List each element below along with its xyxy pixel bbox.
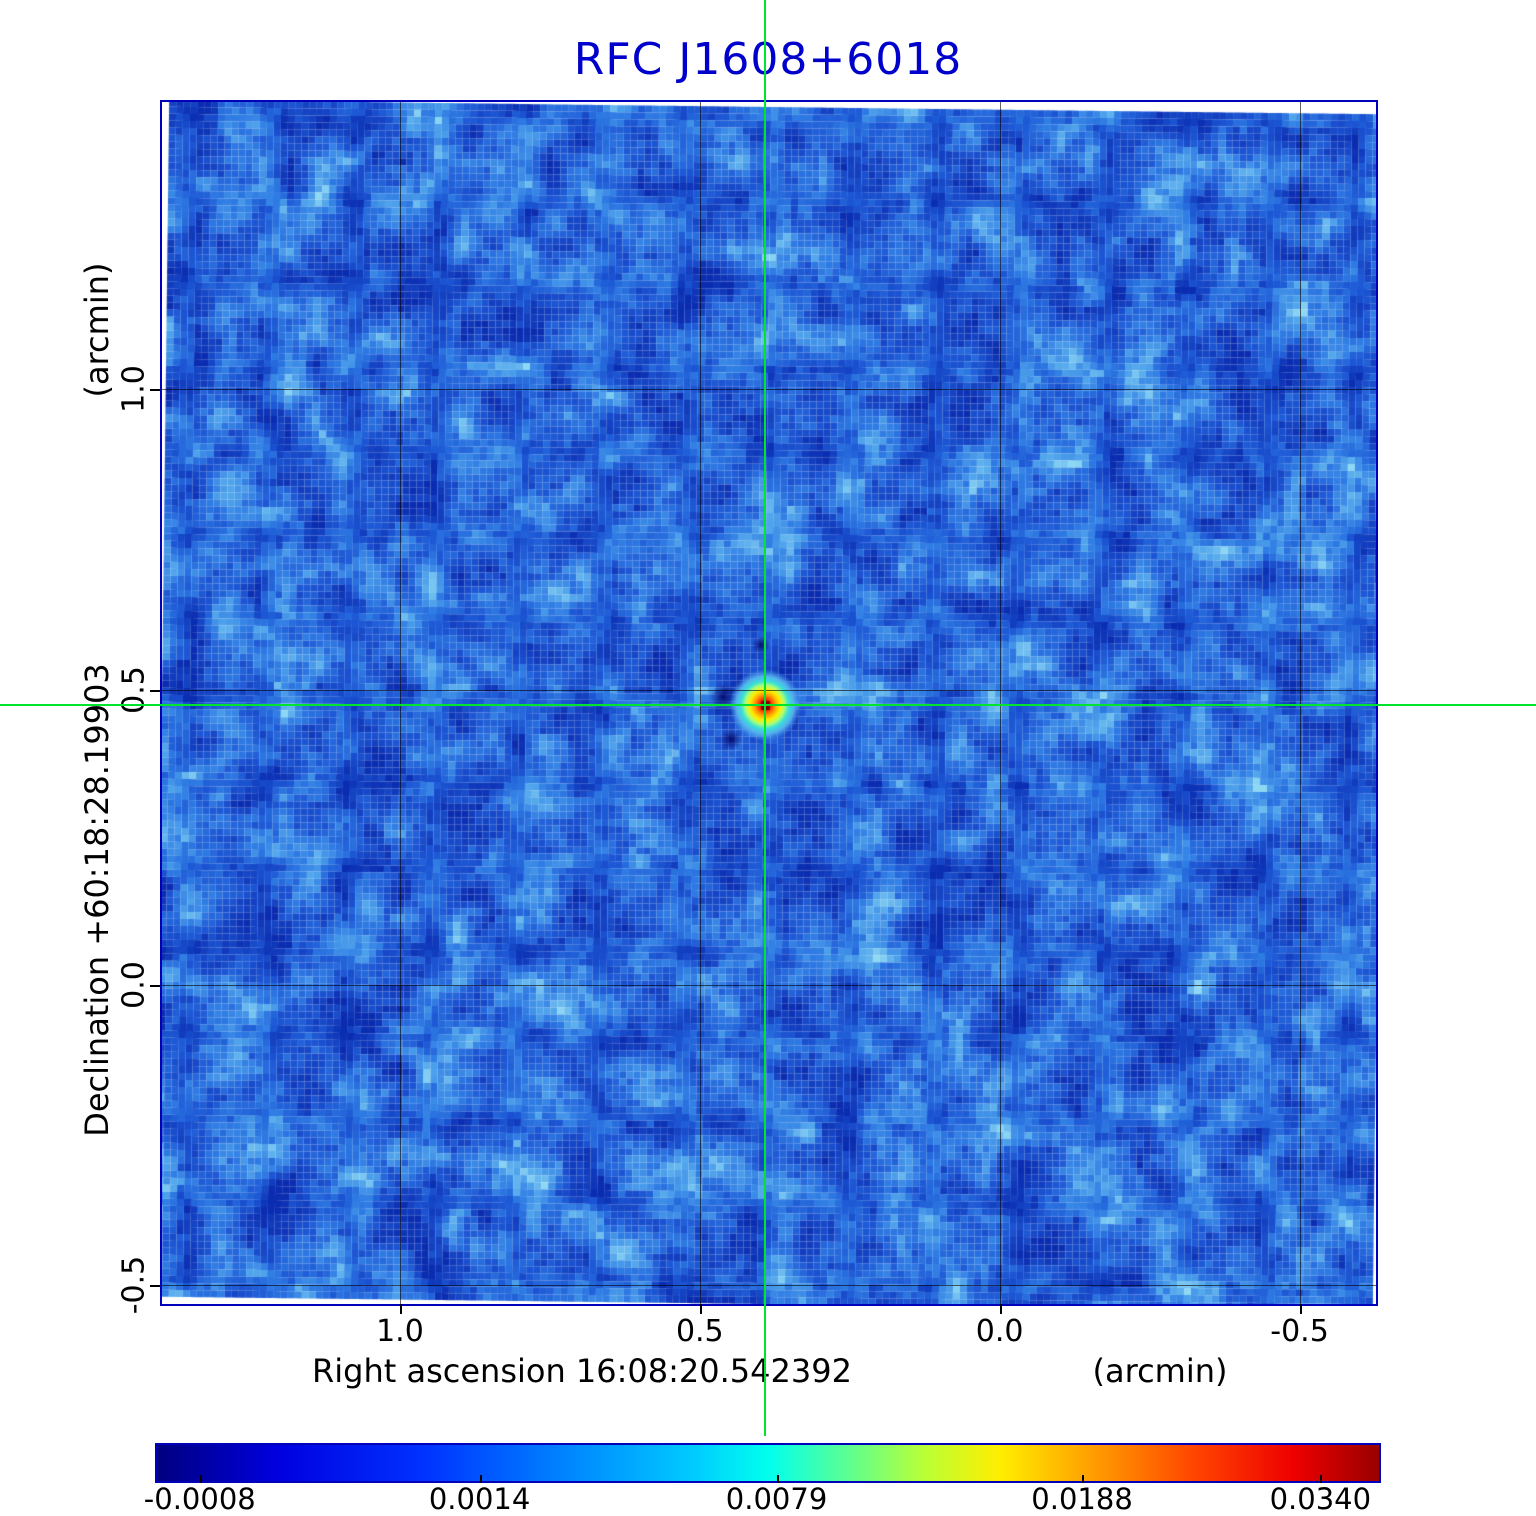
colorbar-tick-label: 0.0079 <box>725 1482 828 1516</box>
grid-line-vertical <box>699 102 701 1304</box>
x-axis-unit-label: (arcmin) <box>1092 1352 1228 1390</box>
grid-line-vertical <box>999 102 1001 1304</box>
grid-line-vertical <box>1299 102 1301 1304</box>
x-tick-label: 1.0 <box>376 1314 424 1349</box>
grid-line-horizontal <box>162 1284 1376 1286</box>
colorbar-gradient <box>157 1445 1379 1481</box>
x-axis-tick <box>1299 1304 1302 1314</box>
colorbar-tick <box>1320 1475 1323 1483</box>
colorbar <box>155 1443 1381 1483</box>
y-axis-tick <box>150 1284 160 1287</box>
y-tick-label: 1.0 <box>116 365 152 414</box>
x-tick-label: 0.0 <box>975 1314 1024 1349</box>
heatmap-canvas <box>162 102 1376 1304</box>
chart-title: RFC J1608+6018 <box>573 34 963 85</box>
x-axis-label: Right ascension 16:08:20.542392 <box>312 1352 852 1390</box>
x-tick-label: -0.5 <box>1270 1314 1329 1349</box>
x-axis-tick <box>399 1304 402 1314</box>
x-axis-tick <box>699 1304 702 1314</box>
colorbar-tick <box>776 1475 779 1483</box>
crosshair-horizontal-line <box>0 704 1536 707</box>
colorbar-tick-label: 0.0340 <box>1269 1482 1372 1516</box>
y-axis-tick <box>150 689 160 692</box>
grid-line-vertical <box>399 102 401 1304</box>
grid-line-horizontal <box>162 689 1376 691</box>
crosshair-vertical-line <box>763 0 766 1436</box>
colorbar-tick <box>479 1475 482 1483</box>
x-tick-label: 0.5 <box>675 1314 724 1349</box>
grid-line-horizontal <box>162 985 1376 987</box>
colorbar-tick-label: 0.0188 <box>1031 1482 1133 1516</box>
colorbar-tick-label: -0.0008 <box>143 1482 256 1516</box>
y-axis-tick <box>150 985 160 988</box>
colorbar-tick <box>1082 1475 1085 1483</box>
y-axis-label: Declination +60:18:28.19903 <box>78 663 116 1137</box>
colorbar-tick-label: 0.0014 <box>428 1482 531 1516</box>
x-axis-tick <box>999 1304 1002 1314</box>
y-tick-label: 0.0 <box>116 961 152 1010</box>
y-axis-tick <box>150 389 160 392</box>
y-tick-label: -0.5 <box>116 1255 152 1315</box>
plot-area <box>160 100 1378 1306</box>
y-axis-unit-label: (arcmin) <box>78 262 116 398</box>
y-tick-label: 0.5 <box>116 665 152 714</box>
colorbar-tick <box>199 1475 202 1483</box>
grid-line-horizontal <box>162 389 1376 391</box>
